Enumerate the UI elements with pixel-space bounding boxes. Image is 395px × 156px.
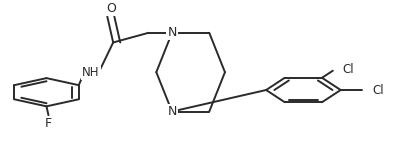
Text: N: N [167,26,177,39]
Text: Cl: Cl [372,83,384,97]
Text: NH: NH [82,66,100,79]
Text: O: O [106,2,116,15]
Text: Cl: Cl [342,63,354,76]
Text: F: F [45,117,52,130]
Text: N: N [167,105,177,118]
